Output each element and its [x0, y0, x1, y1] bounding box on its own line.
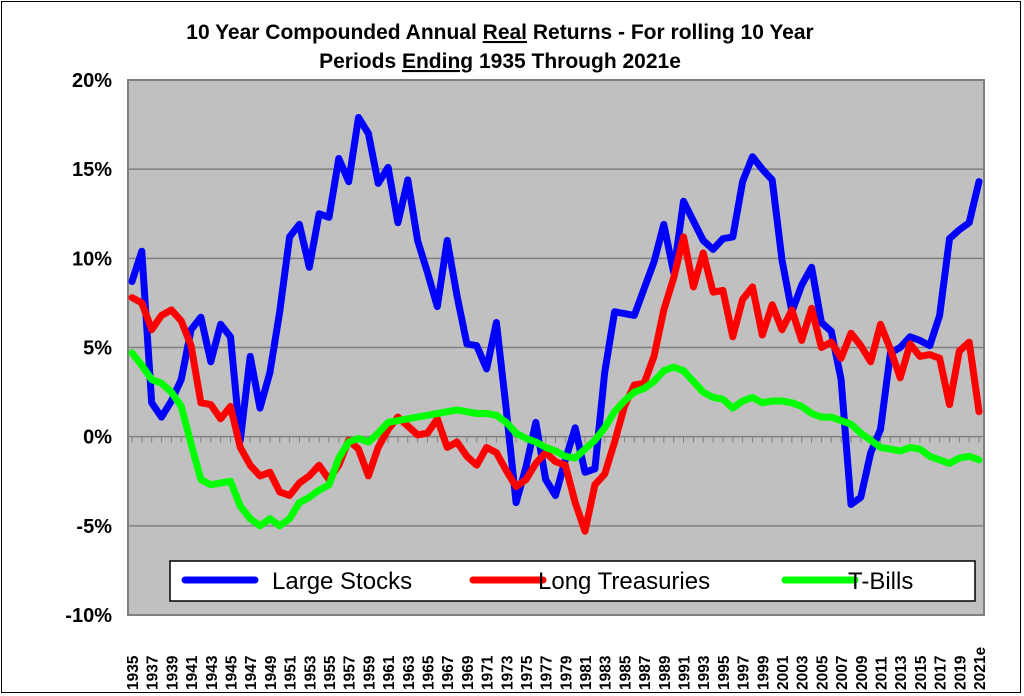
x-tick-label: 1985	[617, 655, 634, 690]
x-tick-label: 1937	[145, 656, 162, 690]
x-tick-label: 1941	[184, 655, 201, 690]
title-text: 10 Year Compounded Annual	[186, 21, 482, 44]
x-tick-label: 2001	[775, 655, 792, 690]
x-tick-label: 1945	[223, 655, 240, 690]
x-tick-label: 1959	[361, 655, 378, 690]
x-tick-label: 2011	[874, 656, 891, 690]
x-tick-label: 1951	[283, 655, 300, 690]
x-tick-label: 1979	[558, 655, 575, 690]
x-tick-label: 1971	[480, 655, 497, 690]
x-tick-label: 1975	[519, 655, 536, 690]
y-tick-label: -10%	[65, 605, 112, 627]
x-tick-label: 1967	[440, 656, 457, 690]
title-text: 1935 Through 2021e	[473, 50, 681, 73]
x-tick-label: 1965	[420, 655, 437, 690]
x-tick-label: 1953	[302, 655, 319, 690]
title-line: 10 Year Compounded Annual Real Returns -…	[186, 21, 813, 44]
x-tick-label: 1939	[164, 655, 181, 690]
legend-label: Large Stocks	[272, 568, 412, 595]
gridlines	[128, 168, 984, 527]
x-tick-label: 1997	[736, 656, 753, 690]
x-tick-label: 2019	[952, 655, 969, 690]
y-tick-label: 0%	[83, 427, 112, 449]
x-tick-label: 2015	[913, 655, 930, 690]
series-line-large-stocks	[128, 114, 983, 508]
x-tick-label: 1977	[539, 656, 556, 690]
x-tick-label: 1973	[499, 655, 516, 690]
x-tick-label: 1999	[755, 655, 772, 690]
x-tick-label: 1983	[598, 655, 615, 690]
series-line-t-bills	[128, 349, 983, 530]
x-tick-label: 1961	[381, 655, 398, 690]
x-tick-label: 1943	[204, 655, 221, 690]
x-tick-label: 2021e	[972, 647, 989, 690]
y-axis-tick-labels: 20% 15% 10% 5% 0% -5% -10%	[65, 70, 112, 627]
x-tick-label: 2017	[933, 656, 950, 690]
x-tick-label: 1989	[657, 655, 674, 690]
chart-title: 10 Year Compounded Annual Real Returns -…	[186, 21, 813, 73]
x-tick-label: 2003	[795, 655, 812, 690]
legend-label: T-Bills	[848, 568, 913, 595]
x-tick-label: 1949	[263, 655, 280, 690]
x-tick-label: 2009	[854, 655, 871, 690]
title-text: Periods	[319, 50, 402, 73]
title-text: Returns - For rolling 10 Year	[527, 21, 814, 44]
title-underlined-word: Ending	[402, 50, 473, 73]
legend: Large Stocks Long Treasuries T-Bills	[169, 560, 976, 602]
title-underlined-word: Real	[483, 21, 527, 44]
x-tick-label: 1957	[342, 656, 359, 690]
x-tick-label: 1987	[637, 656, 654, 690]
y-tick-label: 20%	[72, 70, 112, 92]
legend-label: Long Treasuries	[538, 568, 710, 595]
x-tick-label: 2005	[814, 655, 831, 690]
x-tick-label: 1991	[677, 655, 694, 690]
x-tick-label: 1955	[322, 655, 339, 690]
y-tick-label: -5%	[76, 516, 112, 538]
x-tick-label: 2007	[834, 656, 851, 690]
x-tick-label: 1995	[716, 655, 733, 690]
y-tick-label: 10%	[72, 248, 112, 270]
x-tick-label: 1947	[243, 656, 260, 690]
x-tick-label: 2013	[893, 655, 910, 690]
y-tick-label: 5%	[83, 338, 112, 360]
x-tick-label: 1993	[696, 655, 713, 690]
y-tick-label: 15%	[72, 159, 112, 181]
x-tick-label: 1981	[578, 655, 595, 690]
series-line-long-treasuries	[128, 233, 983, 535]
title-line: Periods Ending 1935 Through 2021e	[319, 50, 681, 73]
x-tick-label: 1963	[401, 655, 418, 690]
x-tick-label: 1935	[125, 655, 142, 690]
series-lines	[128, 114, 983, 535]
x-axis-tick-labels: 1935 1937 1939 1941 1943 1945 1947 1949 1951 1953…	[125, 647, 989, 690]
x-tick-label: 1969	[460, 655, 477, 690]
